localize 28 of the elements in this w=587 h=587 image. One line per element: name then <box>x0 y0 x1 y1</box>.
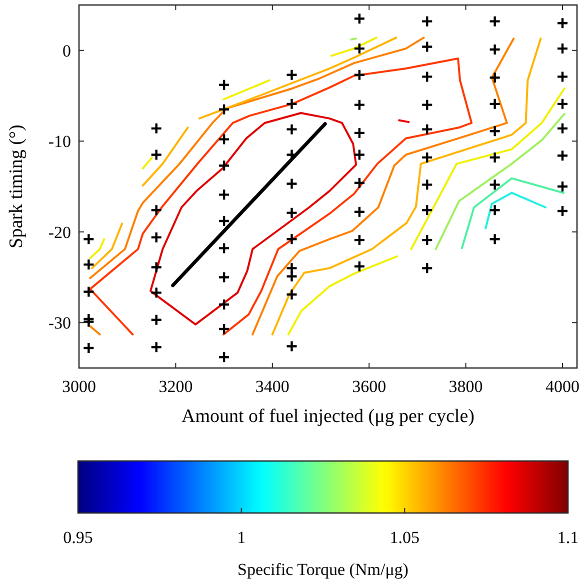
line-series <box>460 177 564 250</box>
x-tick-label: 4000 <box>545 377 580 396</box>
line-series <box>89 36 425 280</box>
y-tick-label: -30 <box>48 314 71 333</box>
line-series <box>410 87 566 250</box>
x-tick-label: 3000 <box>62 377 96 396</box>
color-bar-label: 1.05 <box>390 528 420 547</box>
x-tick-label: 3200 <box>158 377 193 396</box>
line-series <box>150 112 358 326</box>
color-bar-label: 1.1 <box>557 528 579 547</box>
line-series <box>287 255 398 336</box>
line-series <box>434 112 566 250</box>
x-tick-label: 3800 <box>448 377 483 396</box>
y-tick-label: -20 <box>48 222 71 242</box>
color-bar-title: Specific Torque (Nm/μg) <box>238 560 408 579</box>
line-series <box>252 38 515 336</box>
x-tick-label: 3400 <box>255 377 290 396</box>
y-tick-label: 0 <box>62 41 71 60</box>
x-tick-label: 3600 <box>352 377 386 396</box>
line-series <box>484 192 547 230</box>
color-bar-label: 0.95 <box>63 528 93 547</box>
y-tick-label: -10 <box>48 132 71 152</box>
y-axis-title: Spark timing (°) <box>6 124 27 248</box>
color-bar-label: 1 <box>237 528 246 547</box>
line-series <box>89 58 473 336</box>
x-axis-title: Amount of fuel injected (μg per cycle) <box>182 406 474 427</box>
line-series <box>198 36 398 120</box>
line-series <box>271 38 542 336</box>
